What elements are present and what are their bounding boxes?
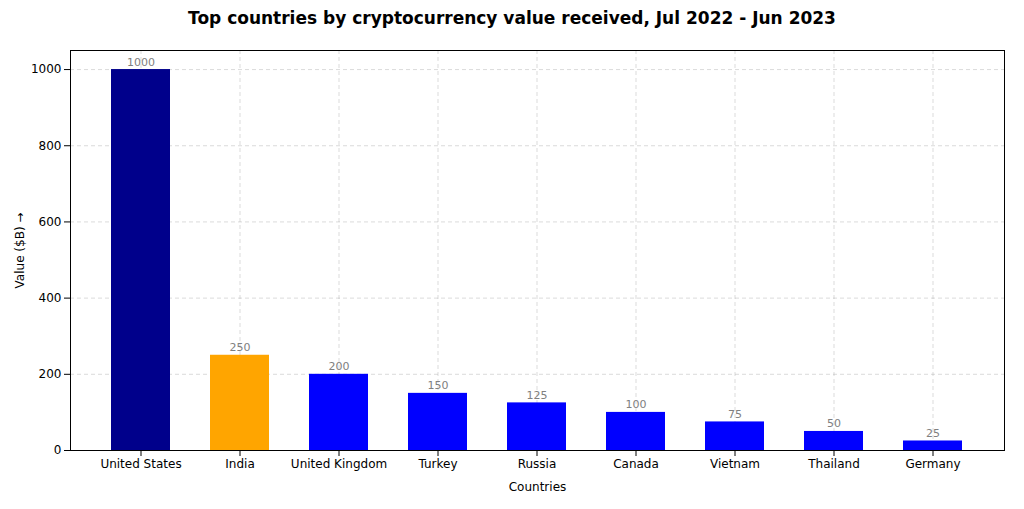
svg-text:100: 100: [626, 398, 647, 411]
svg-text:United Kingdom: United Kingdom: [291, 457, 387, 471]
svg-text:Vietnam: Vietnam: [710, 457, 760, 471]
svg-text:India: India: [225, 457, 254, 471]
svg-text:Russia: Russia: [518, 457, 557, 471]
svg-text:200: 200: [329, 360, 350, 373]
svg-text:800: 800: [39, 139, 62, 153]
svg-text:0: 0: [54, 443, 62, 457]
svg-text:75: 75: [728, 408, 742, 421]
html-text:Top countries by cryptocurrenc: Top countries by cryptocurrency value re…: [188, 8, 836, 28]
svg-text:1000: 1000: [127, 56, 155, 69]
svg-text:Value ($B) →: Value ($B) →: [13, 213, 27, 289]
svg-text:250: 250: [230, 341, 251, 354]
svg-text:50: 50: [827, 417, 841, 430]
svg-text:25: 25: [926, 427, 940, 440]
svg-text:600: 600: [39, 215, 62, 229]
svg-text:Germany: Germany: [905, 457, 960, 471]
svg-text:125: 125: [527, 389, 548, 402]
svg-text:400: 400: [39, 291, 62, 305]
svg-text:Countries: Countries: [509, 480, 567, 494]
svg-text:Canada: Canada: [613, 457, 659, 471]
svg-text:United States: United States: [100, 457, 181, 471]
svg-text:1000: 1000: [31, 62, 62, 76]
svg-text:150: 150: [428, 379, 449, 392]
svg-text:Turkey: Turkey: [417, 457, 457, 471]
svg-text:Thailand: Thailand: [807, 457, 860, 471]
svg-text:200: 200: [39, 367, 62, 381]
